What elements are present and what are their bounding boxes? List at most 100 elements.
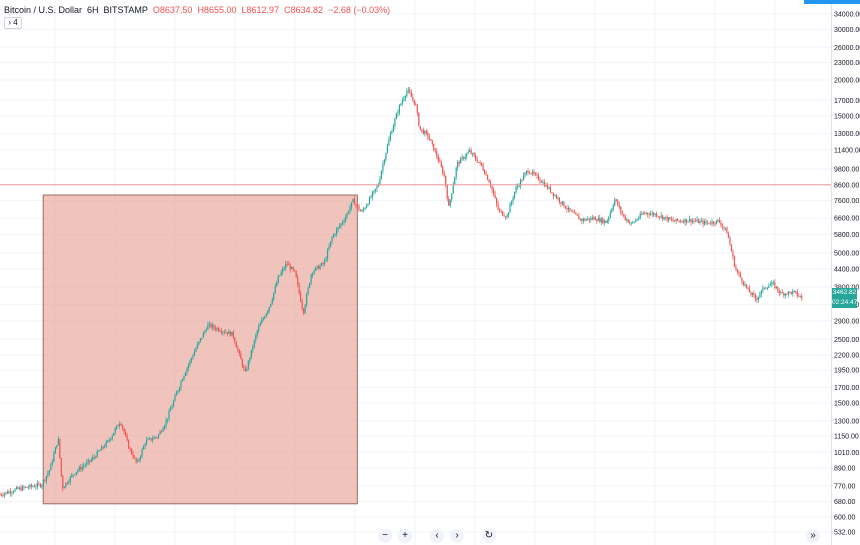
candle-body (289, 264, 291, 270)
candles-layer (0, 86, 803, 499)
candle-body (346, 213, 348, 218)
candle-body (337, 227, 339, 230)
candle-body (282, 268, 284, 273)
candle-body (298, 284, 300, 293)
scroll-right-button[interactable]: › (450, 529, 464, 543)
candle-body (12, 491, 15, 493)
candle-body (234, 337, 236, 343)
candle-body (460, 158, 462, 164)
candle-body (699, 221, 701, 224)
y-tick-label: 2200.00 (834, 353, 859, 360)
candle-body (125, 432, 127, 436)
candle-body (150, 438, 152, 441)
candle-body (391, 131, 393, 134)
candle-body (733, 256, 736, 267)
candle-body (772, 282, 774, 284)
candle-body (120, 423, 122, 425)
y-tick-label: 4400.00 (834, 266, 859, 273)
candle-body (503, 215, 505, 217)
candle-body (712, 221, 715, 224)
candle-body (370, 197, 372, 198)
candle-body (591, 217, 593, 220)
candle-body (226, 332, 228, 334)
candle-body (187, 364, 190, 369)
symbol-name[interactable]: Bitcoin / U.S. Dollar (4, 5, 83, 15)
candle-body (223, 331, 225, 333)
candle-body (596, 220, 598, 222)
y-tick-label: 770.00 (834, 484, 856, 491)
y-tick-label: 34000.00 (834, 11, 860, 18)
candle-body (795, 290, 797, 292)
candle-body (33, 486, 36, 488)
reset-chart-button[interactable]: ↻ (482, 529, 496, 543)
go-to-realtime-button[interactable]: » (806, 529, 820, 543)
zoom-out-button[interactable]: − (378, 529, 392, 543)
candle-body (404, 95, 406, 99)
candle-body (135, 457, 137, 462)
candle-body (400, 103, 402, 106)
candle-body (674, 221, 676, 222)
scroll-left-button[interactable]: ‹ (430, 529, 444, 543)
candle-body (320, 263, 323, 266)
candle-body (358, 205, 360, 211)
candle-body (377, 184, 380, 187)
candle-body (6, 491, 9, 494)
candle-body (24, 486, 27, 488)
candle-body (382, 163, 384, 171)
candle-body (186, 368, 188, 373)
candle-body (487, 175, 489, 180)
zoom-in-button[interactable]: + (398, 529, 412, 543)
candle-body (268, 307, 270, 311)
candle-body (29, 484, 31, 488)
candle-body (555, 195, 558, 199)
candle-body (193, 351, 196, 356)
candle-body (790, 291, 792, 294)
candle-body (741, 277, 743, 282)
candle-body (566, 208, 568, 210)
candle-body (225, 332, 227, 334)
y-tick-label: 5800.00 (834, 232, 859, 239)
candle-body (700, 220, 703, 222)
candle-body (210, 323, 212, 328)
candle-body (303, 308, 305, 314)
candle-body (617, 200, 619, 206)
candle-body (759, 294, 761, 297)
candle-body (285, 263, 287, 269)
candle-body (3, 493, 6, 496)
candle-body (56, 445, 58, 448)
candle-body (241, 359, 243, 367)
y-tick-label: 8600.00 (834, 183, 859, 190)
candle-body (138, 459, 140, 461)
candle-body (518, 185, 520, 187)
candle-body (666, 216, 668, 221)
candle-body (274, 286, 276, 293)
candle-body (407, 89, 409, 91)
candle-body (600, 218, 602, 223)
candle-body (524, 173, 526, 176)
candle-body (491, 186, 493, 190)
candle-body (609, 212, 611, 218)
candle-body (576, 214, 578, 216)
candle-body (180, 381, 182, 388)
candle-body (283, 268, 285, 269)
candle-body (315, 267, 317, 271)
candle-body (184, 372, 187, 376)
candle-body (196, 344, 199, 349)
candle-body (286, 263, 288, 265)
candle-body (510, 201, 513, 205)
candle-body (219, 330, 221, 332)
candle-body (169, 409, 172, 412)
y-tick-label: 1150.00 (834, 434, 859, 441)
candle-body (323, 260, 326, 264)
candle-body (697, 219, 700, 224)
candle-body (376, 186, 378, 189)
candle-body (786, 293, 788, 295)
candle-body (638, 217, 640, 220)
candle-body (645, 212, 647, 214)
collapse-indicators-button[interactable]: › 4 (4, 17, 22, 29)
candle-body (89, 460, 91, 462)
candle-body (385, 153, 387, 161)
candle-body (428, 136, 430, 139)
candle-body (406, 90, 408, 96)
